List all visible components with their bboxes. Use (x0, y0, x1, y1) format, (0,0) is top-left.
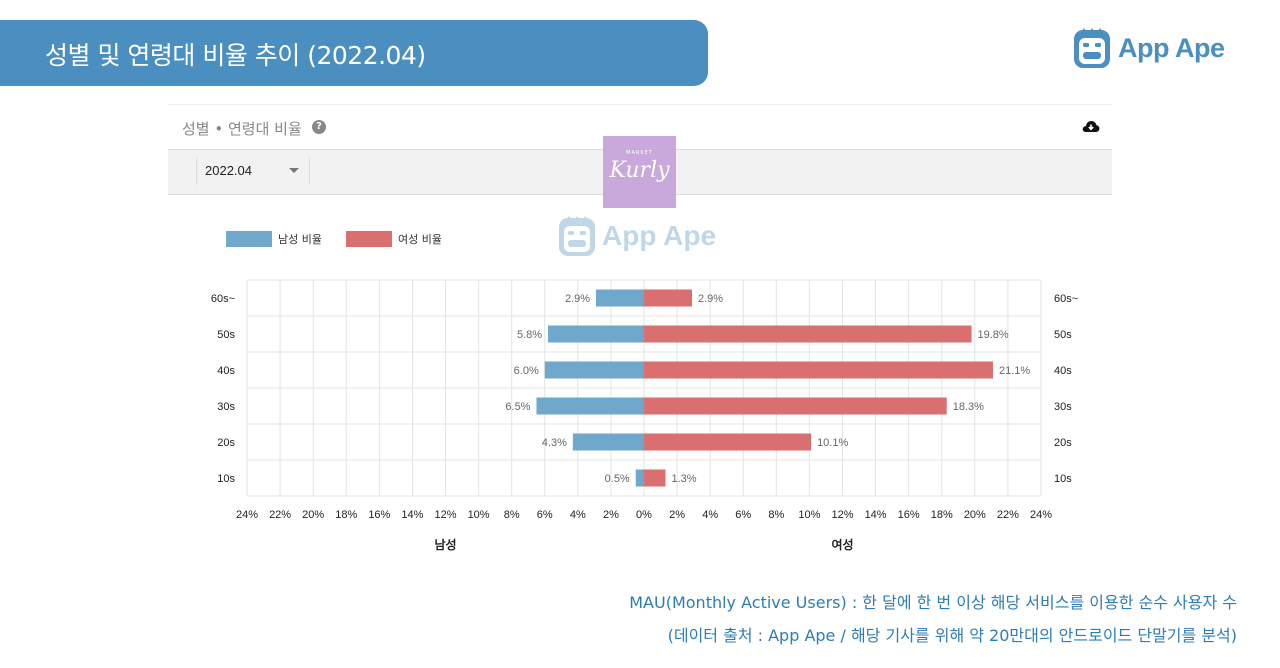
x-tick-label: 6% (735, 509, 751, 521)
legend-male[interactable]: 남성 비율 (226, 231, 322, 247)
footnote-mau: MAU(Monthly Active Users) : 한 달에 한 번 이상 … (629, 593, 1237, 612)
data-label-female: 19.8% (978, 329, 1009, 341)
period-select-value[interactable]: 2022.04 (205, 163, 252, 178)
x-tick-label: 10% (468, 509, 490, 521)
x-axis-title-male: 남성 (434, 537, 456, 552)
x-tick-label: 22% (997, 509, 1019, 521)
x-tick-label: 14% (865, 509, 887, 521)
kurly-badge-name: Kurly (609, 158, 670, 183)
x-tick-label: 20% (964, 509, 986, 521)
x-tick-label: 8% (768, 509, 784, 521)
x-tick-label: 18% (931, 509, 953, 521)
x-tick-label: 24% (236, 509, 258, 521)
data-label-male: 5.8% (517, 329, 542, 341)
category-label-right: 30s (1054, 401, 1072, 413)
data-label-female: 2.9% (698, 293, 723, 305)
legend-male-swatch (226, 231, 272, 247)
category-label-left: 60s~ (211, 293, 235, 305)
bar-male (544, 361, 644, 379)
data-label-male: 0.5% (605, 473, 630, 485)
x-tick-label: 4% (570, 509, 586, 521)
x-tick-label: 14% (401, 509, 423, 521)
bar-female (644, 361, 994, 379)
bar-female (644, 289, 692, 307)
panel-header (168, 104, 1112, 151)
bar-male (572, 433, 644, 451)
bar-male (548, 325, 644, 343)
brand-name: App Ape (1118, 32, 1225, 63)
kurly-badge-sub: MARKET (626, 150, 653, 156)
category-label-right: 40s (1054, 365, 1072, 377)
x-tick-label: 2% (603, 509, 619, 521)
bar-female (644, 433, 812, 451)
x-tick-label: 20% (302, 509, 324, 521)
x-tick-label: 10% (798, 509, 820, 521)
x-tick-label: 0% (636, 509, 652, 521)
category-label-left: 20s (217, 437, 235, 449)
data-label-female: 1.3% (672, 473, 697, 485)
bar-male (596, 289, 644, 307)
panel-title: 성별 • 연령대 비율 (182, 120, 302, 138)
chevron-down-icon[interactable] (289, 168, 299, 173)
bar-male (635, 469, 644, 487)
category-label-right: 10s (1054, 473, 1072, 485)
data-label-female: 10.1% (817, 437, 848, 449)
cloud-download-icon[interactable] (1082, 119, 1100, 133)
x-tick-label: 6% (537, 509, 553, 521)
legend-female[interactable]: 여성 비율 (346, 231, 442, 247)
footnote-source: (데이터 출처 : App Ape / 해당 기사를 위해 약 20만대의 안드… (667, 626, 1237, 645)
bar-male (536, 397, 644, 415)
x-tick-label: 24% (1030, 509, 1052, 521)
question-circle-icon[interactable]: ? (312, 120, 326, 134)
app-ape-logo: App Ape (1072, 26, 1225, 70)
category-label-right: 20s (1054, 437, 1072, 449)
x-tick-label: 16% (898, 509, 920, 521)
legend-female-swatch (346, 231, 392, 247)
data-label-female: 18.3% (953, 401, 984, 413)
data-label-male: 6.0% (514, 365, 539, 377)
watermark-text: App Ape (602, 220, 717, 251)
x-tick-label: 22% (269, 509, 291, 521)
bar-female (644, 397, 947, 415)
category-label-right: 50s (1054, 329, 1072, 341)
category-label-left: 30s (217, 401, 235, 413)
bar-female (644, 325, 972, 343)
kurly-app-badge: MARKET Kurly (603, 136, 676, 208)
data-label-female: 21.1% (999, 365, 1030, 377)
category-label-right: 60s~ (1054, 293, 1078, 305)
x-axis-title-female: 여성 (831, 537, 853, 552)
x-tick-label: 8% (504, 509, 520, 521)
x-tick-label: 16% (368, 509, 390, 521)
x-tick-label: 12% (831, 509, 853, 521)
x-tick-label: 2% (669, 509, 685, 521)
category-label-left: 10s (217, 473, 235, 485)
page-title: 성별 및 연령대 비율 추이 (2022.04) (45, 41, 426, 70)
x-tick-label: 12% (434, 509, 456, 521)
category-label-left: 40s (217, 365, 235, 377)
title-banner (0, 20, 708, 86)
x-tick-label: 4% (702, 509, 718, 521)
x-tick-label: 18% (335, 509, 357, 521)
data-label-male: 2.9% (565, 293, 590, 305)
period-select[interactable] (196, 157, 310, 185)
ape-face-icon-watermark (559, 216, 595, 256)
data-label-male: 6.5% (505, 401, 530, 413)
legend-male-label: 남성 비율 (278, 233, 322, 246)
ape-face-icon (1074, 28, 1110, 68)
data-label-male: 4.3% (542, 437, 567, 449)
watermark-logo: App Ape (557, 214, 716, 258)
legend-female-label: 여성 비율 (398, 233, 442, 246)
bar-female (644, 469, 666, 487)
category-label-left: 50s (217, 329, 235, 341)
